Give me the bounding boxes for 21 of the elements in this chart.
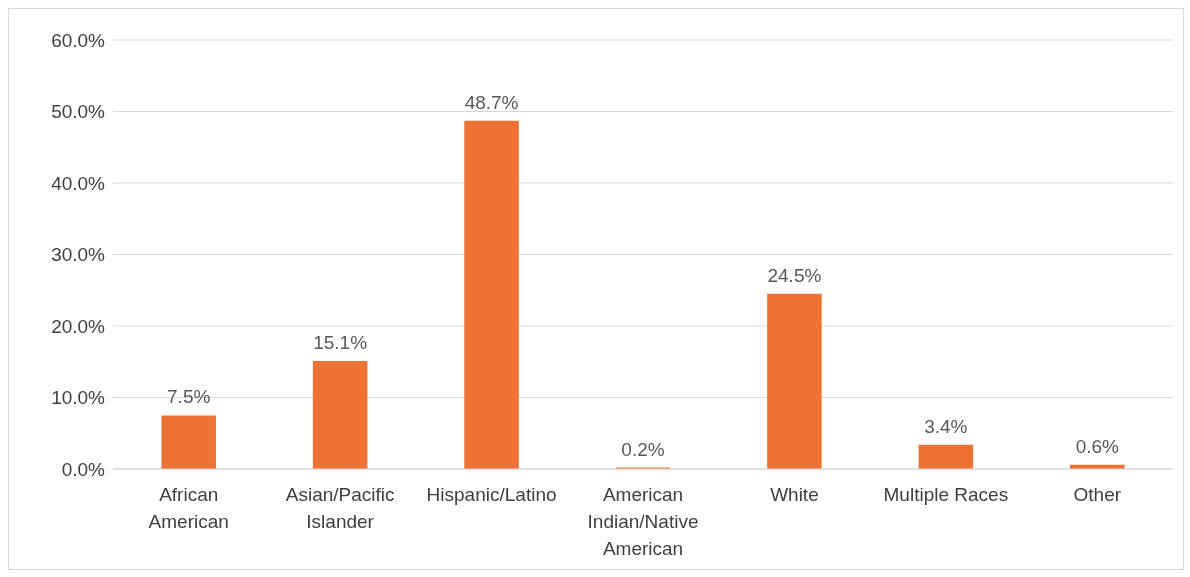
y-tick-label: 20.0% xyxy=(51,315,106,337)
x-tick-label: African American xyxy=(148,484,229,532)
x-tick-label: Asian/Pacific Islander xyxy=(285,484,395,532)
x-tick-label: White xyxy=(770,484,819,505)
data-label: 15.1% xyxy=(313,332,368,354)
data-label: 0.6% xyxy=(1075,435,1120,457)
x-tick-label: Other xyxy=(1073,484,1122,505)
data-label: 3.4% xyxy=(924,415,968,437)
y-tick-label: 50.0% xyxy=(51,101,106,123)
data-label: 48.7% xyxy=(464,91,519,113)
x-tick-label: Multiple Races xyxy=(883,484,1009,505)
data-label: 0.2% xyxy=(621,438,665,460)
data-label: 7.5% xyxy=(167,386,211,408)
y-tick-label: 30.0% xyxy=(51,244,106,266)
data-label: 24.5% xyxy=(767,264,822,286)
y-tick-label: 60.0% xyxy=(51,29,106,51)
x-tick-label: Hispanic/Latino xyxy=(426,484,557,505)
x-tick-label: American Indian/Native American xyxy=(587,484,699,559)
y-tick-label: 40.0% xyxy=(51,172,106,194)
y-tick-label: 0.0% xyxy=(61,458,106,480)
y-tick-label: 10.0% xyxy=(51,387,106,409)
